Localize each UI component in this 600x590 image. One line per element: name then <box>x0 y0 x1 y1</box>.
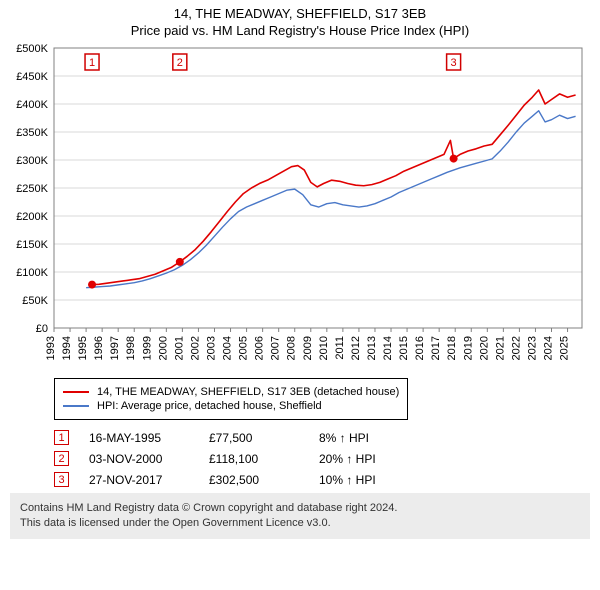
x-tick-label: 2024 <box>543 336 555 360</box>
sale-dot <box>450 155 458 163</box>
y-tick-label: £100K <box>16 267 48 279</box>
x-tick-label: 1993 <box>45 336 57 360</box>
x-tick-label: 2000 <box>157 336 169 360</box>
y-tick-label: £250K <box>16 183 48 195</box>
x-tick-label: 2015 <box>398 336 410 360</box>
x-tick-label: 2021 <box>494 336 506 360</box>
transaction-price: £77,500 <box>209 431 319 445</box>
sale-dot <box>88 281 96 289</box>
sale-marker-number: 2 <box>177 57 183 69</box>
x-tick-label: 2013 <box>366 336 378 360</box>
transaction-row: 3 27-NOV-2017£302,50010% ↑ HPI <box>54 472 586 487</box>
sale-marker-number: 3 <box>451 57 457 69</box>
sale-marker-number: 1 <box>89 57 95 69</box>
y-tick-label: £400K <box>16 99 48 111</box>
transaction-hpi-delta: 8% ↑ HPI <box>319 431 369 445</box>
x-tick-label: 2018 <box>446 336 458 360</box>
footer-attribution: Contains HM Land Registry data © Crown c… <box>10 493 590 539</box>
legend-item: HPI: Average price, detached house, Shef… <box>63 400 399 412</box>
x-tick-label: 2008 <box>286 336 298 360</box>
sale-dot <box>176 258 184 266</box>
x-tick-label: 2012 <box>350 336 362 360</box>
transaction-date: 03-NOV-2000 <box>89 452 209 466</box>
y-tick-label: £200K <box>16 211 48 223</box>
x-tick-label: 2009 <box>302 336 314 360</box>
x-tick-label: 2002 <box>189 336 201 360</box>
chart-svg: £0 £50K £100K £150K £200K £250K £300K £350K £400… <box>0 42 600 372</box>
chart: £0 £50K £100K £150K £200K £250K £300K £350K £400… <box>0 42 600 372</box>
x-tick-label: 1997 <box>109 336 121 360</box>
transaction-price: £118,100 <box>209 452 319 466</box>
x-tick-label: 1999 <box>141 336 153 360</box>
legend-label: HPI: Average price, detached house, Shef… <box>97 400 322 412</box>
y-tick-label: £500K <box>16 43 48 55</box>
y-tick-label: £0 <box>36 323 48 335</box>
x-tick-label: 1994 <box>61 336 73 360</box>
page: 14, THE MEADWAY, SHEFFIELD, S17 3EB Pric… <box>0 0 600 539</box>
x-tick-label: 2017 <box>430 336 442 360</box>
legend-swatch <box>63 391 89 393</box>
x-tick-label: 2020 <box>478 336 490 360</box>
transaction-marker: 2 <box>54 451 69 466</box>
footer-line2: This data is licensed under the Open Gov… <box>20 516 580 531</box>
x-tick-label: 2025 <box>559 336 571 360</box>
x-tick-label: 2004 <box>222 336 234 360</box>
x-tick-label: 2022 <box>510 336 522 360</box>
y-tick-label: £450K <box>16 71 48 83</box>
x-tick-label: 2005 <box>238 336 250 360</box>
title-block: 14, THE MEADWAY, SHEFFIELD, S17 3EB Pric… <box>0 0 600 42</box>
transaction-hpi-delta: 20% ↑ HPI <box>319 452 376 466</box>
transaction-row: 2 03-NOV-2000£118,10020% ↑ HPI <box>54 451 586 466</box>
legend-label: 14, THE MEADWAY, SHEFFIELD, S17 3EB (det… <box>97 386 399 398</box>
y-tick-label: £350K <box>16 127 48 139</box>
transaction-date: 27-NOV-2017 <box>89 473 209 487</box>
title-address: 14, THE MEADWAY, SHEFFIELD, S17 3EB <box>0 6 600 21</box>
x-tick-label: 2010 <box>318 336 330 360</box>
x-tick-label: 2001 <box>173 336 185 360</box>
x-tick-label: 1995 <box>77 336 89 360</box>
title-subtitle: Price paid vs. HM Land Registry's House … <box>0 23 600 38</box>
y-tick-label: £150K <box>16 239 48 251</box>
y-tick-label: £300K <box>16 155 48 167</box>
transaction-date: 16-MAY-1995 <box>89 431 209 445</box>
transaction-marker: 1 <box>54 430 69 445</box>
x-tick-label: 2016 <box>414 336 426 360</box>
legend-swatch <box>63 405 89 407</box>
legend-item: 14, THE MEADWAY, SHEFFIELD, S17 3EB (det… <box>63 386 399 398</box>
x-tick-label: 1996 <box>93 336 105 360</box>
transaction-row: 1 16-MAY-1995£77,5008% ↑ HPI <box>54 430 586 445</box>
x-tick-label: 2011 <box>334 336 346 360</box>
x-tick-label: 2023 <box>526 336 538 360</box>
x-tick-label: 1998 <box>125 336 137 360</box>
legend: 14, THE MEADWAY, SHEFFIELD, S17 3EB (det… <box>54 378 408 420</box>
x-tick-label: 2014 <box>382 336 394 360</box>
transactions-table: 1 16-MAY-1995£77,5008% ↑ HPI 2 03-NOV-2000£… <box>54 430 586 487</box>
x-tick-label: 2019 <box>462 336 474 360</box>
transaction-hpi-delta: 10% ↑ HPI <box>319 473 376 487</box>
footer-line1: Contains HM Land Registry data © Crown c… <box>20 501 580 516</box>
transaction-marker: 3 <box>54 472 69 487</box>
x-tick-label: 2007 <box>270 336 282 360</box>
transaction-price: £302,500 <box>209 473 319 487</box>
y-tick-label: £50K <box>22 295 48 307</box>
x-tick-label: 2003 <box>205 336 217 360</box>
x-tick-label: 2006 <box>254 336 266 360</box>
